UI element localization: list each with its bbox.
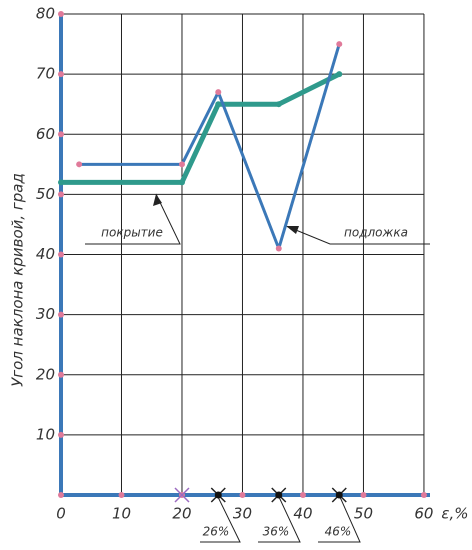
y-tick-label: 70 (36, 65, 55, 83)
point (275, 245, 282, 252)
tick-dot (58, 131, 64, 138)
tick-dot (58, 311, 64, 318)
point (215, 101, 222, 108)
tick-dot (420, 492, 427, 498)
tick-dot (58, 251, 64, 258)
tick-dot (299, 492, 306, 498)
x-axis-label: ε,% (441, 505, 468, 523)
point (336, 41, 343, 48)
x-tick-label: 10 (112, 505, 131, 523)
y-tick-label: 30 (36, 305, 55, 323)
arrow-head (286, 226, 299, 234)
tick-dot (58, 431, 64, 438)
series-label: покрытие (101, 226, 163, 240)
tick-dot (58, 71, 64, 78)
point (58, 179, 64, 186)
leader-line (318, 496, 361, 543)
axis-point (214, 491, 222, 499)
y-tick-label: 20 (36, 365, 55, 383)
series-label: подложка (344, 226, 408, 240)
x-tick-label: 60 (414, 505, 433, 523)
annotation: 46% (325, 525, 352, 539)
x-tick-label: 20 (172, 505, 191, 523)
y-tick-label: 50 (36, 185, 55, 203)
y-tick-label: 10 (36, 425, 55, 443)
tick-dot (360, 492, 367, 498)
tick-dot (58, 11, 64, 17)
tick-dot (58, 371, 64, 378)
point (178, 161, 185, 168)
point (275, 101, 282, 108)
leader-line (285, 225, 430, 245)
leader-line (258, 496, 301, 543)
y-tick-label: 80 (36, 5, 55, 23)
leader-line (85, 193, 181, 245)
axis-point (335, 491, 343, 499)
arrow-head (153, 194, 162, 206)
series-line (79, 43, 341, 250)
point (178, 179, 185, 186)
y-tick-label: 40 (36, 245, 55, 263)
point (336, 71, 343, 78)
tick-dot (239, 492, 246, 498)
annotation: 36% (263, 525, 290, 539)
tick-dot (58, 492, 64, 498)
leader-line (200, 496, 241, 543)
axis-cross (174, 487, 190, 503)
point (76, 161, 83, 168)
y-axis-label: Угол наклона кривой, град (9, 173, 27, 387)
point (215, 89, 222, 96)
leaders (85, 193, 430, 543)
x-tick-label: 30 (233, 505, 252, 523)
y-tick-label: 60 (36, 125, 55, 143)
tick-dot (118, 492, 125, 498)
x-tick-label: 40 (293, 505, 312, 523)
tick-dot (58, 191, 64, 198)
annotation: 26% (203, 525, 230, 539)
x-tick-label: 50 (354, 505, 373, 523)
axis-point (275, 491, 283, 499)
x-tick-label: 0 (56, 505, 66, 523)
